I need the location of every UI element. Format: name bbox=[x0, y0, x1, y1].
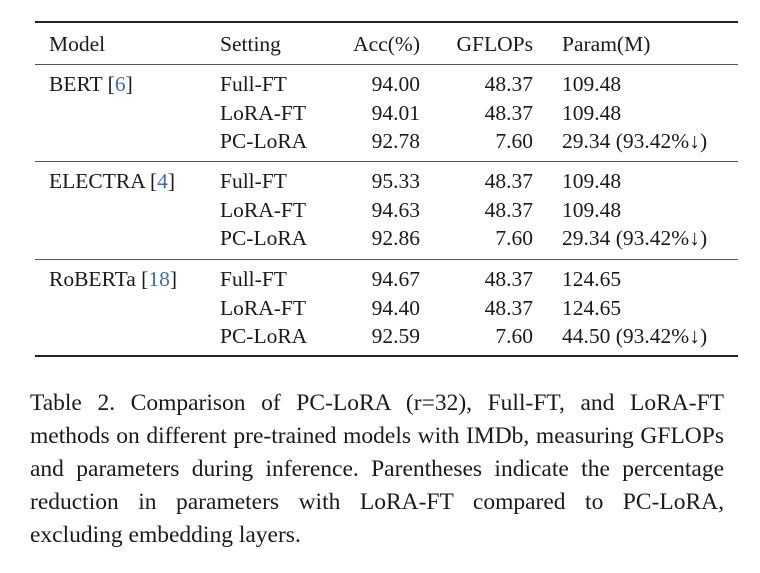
table-row: LoRA-FT 94.01 48.37 109.48 bbox=[0, 99, 760, 127]
gflops-cell: 48.37 bbox=[484, 169, 533, 193]
setting-cell: Full-FT bbox=[220, 72, 287, 96]
setting-cell: LoRA-FT bbox=[220, 100, 306, 125]
model-label: BERT bbox=[49, 72, 103, 96]
model-label: ELECTRA bbox=[49, 169, 145, 193]
model-label: RoBERTa bbox=[49, 267, 136, 291]
model-name: ELECTRA [4] bbox=[49, 169, 176, 193]
table-row: PC-LoRA 92.78 7.60 29.34 (93.42%↓) bbox=[0, 127, 760, 155]
setting-cell: PC-LoRA bbox=[220, 129, 308, 153]
table-row: LoRA-FT 94.63 48.37 109.48 bbox=[0, 196, 760, 224]
gflops-cell: 48.37 bbox=[484, 100, 533, 125]
header-acc: Acc(%) bbox=[353, 32, 420, 56]
table-row: PC-LoRA 92.59 7.60 44.50 (93.42%↓) bbox=[0, 322, 760, 350]
param-cell: 44.50 (93.42%↓) bbox=[562, 324, 708, 348]
param-cell: 29.34 (93.42%↓) bbox=[562, 129, 708, 153]
citation-link[interactable]: 6 bbox=[114, 72, 126, 96]
gflops-cell: 48.37 bbox=[484, 197, 533, 222]
param-cell: 109.48 bbox=[562, 197, 622, 222]
model-name: RoBERTa [18] bbox=[49, 267, 178, 291]
acc-cell: 94.67 bbox=[371, 267, 420, 291]
gflops-cell: 48.37 bbox=[484, 72, 533, 96]
bottom-rule bbox=[35, 355, 738, 357]
setting-cell: PC-LoRA bbox=[220, 324, 308, 348]
table-row: PC-LoRA 92.86 7.60 29.34 (93.42%↓) bbox=[0, 224, 760, 252]
gflops-cell: 48.37 bbox=[484, 267, 533, 291]
acc-cell: 94.40 bbox=[371, 295, 420, 320]
table-row: LoRA-FT 94.40 48.37 124.65 bbox=[0, 294, 760, 322]
header-row: Model Setting Acc(%) GFLOPs Param(M) bbox=[0, 30, 760, 58]
gflops-cell: 48.37 bbox=[484, 295, 533, 320]
header-setting: Setting bbox=[220, 32, 281, 56]
param-cell: 124.65 bbox=[562, 295, 622, 320]
acc-cell: 92.86 bbox=[371, 226, 420, 250]
gflops-cell: 7.60 bbox=[495, 129, 533, 153]
citation-link[interactable]: 18 bbox=[148, 267, 170, 291]
citation-link[interactable]: 4 bbox=[157, 169, 168, 193]
header-param: Param(M) bbox=[562, 32, 651, 56]
top-rule bbox=[35, 21, 738, 23]
setting-cell: LoRA-FT bbox=[220, 295, 306, 320]
gflops-cell: 7.60 bbox=[495, 324, 533, 348]
acc-cell: 92.78 bbox=[371, 129, 420, 153]
setting-cell: LoRA-FT bbox=[220, 197, 306, 222]
setting-cell: Full-FT bbox=[220, 169, 287, 193]
param-cell: 124.65 bbox=[562, 267, 622, 291]
table-row: RoBERTa [18] Full-FT 94.67 48.37 124.65 bbox=[0, 265, 760, 293]
gflops-cell: 7.60 bbox=[495, 226, 533, 250]
setting-cell: Full-FT bbox=[220, 267, 287, 291]
table-row: BERT [6] Full-FT 94.00 48.37 109.48 bbox=[0, 70, 760, 98]
header-rule bbox=[35, 64, 738, 65]
param-cell: 109.48 bbox=[562, 72, 622, 96]
acc-cell: 92.59 bbox=[371, 324, 420, 348]
setting-cell: PC-LoRA bbox=[220, 226, 308, 250]
acc-cell: 94.01 bbox=[371, 100, 420, 125]
param-cell: 29.34 (93.42%↓) bbox=[562, 226, 708, 250]
model-name: BERT [6] bbox=[49, 72, 133, 96]
param-cell: 109.48 bbox=[562, 100, 622, 125]
table-caption: Table 2. Comparison of PC-LoRA (r=32), F… bbox=[30, 390, 724, 548]
param-cell: 109.48 bbox=[562, 169, 622, 193]
acc-cell: 94.63 bbox=[371, 197, 420, 222]
table-row: ELECTRA [4] Full-FT 95.33 48.37 109.48 bbox=[0, 167, 760, 195]
acc-cell: 95.33 bbox=[371, 169, 420, 193]
header-model: Model bbox=[49, 32, 106, 56]
group-rule bbox=[35, 161, 738, 162]
group-rule bbox=[35, 259, 738, 260]
acc-cell: 94.00 bbox=[371, 72, 420, 96]
header-gflops: GFLOPs bbox=[456, 32, 533, 56]
